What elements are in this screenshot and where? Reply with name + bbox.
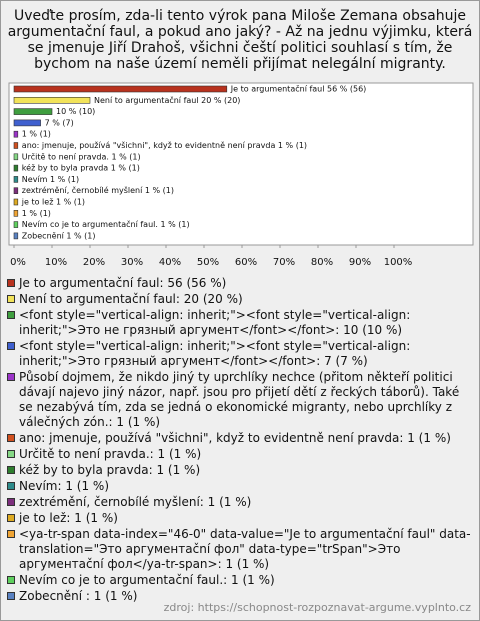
bar-label: 1 % (1) xyxy=(22,130,51,139)
legend-label: ano: jmenuje, používá "všichni", když to… xyxy=(19,431,451,445)
legend-item: Nevím co je to argumentační faul.: 1 (1 … xyxy=(7,573,471,588)
x-tick-label: 20% xyxy=(83,257,105,268)
bar xyxy=(13,130,19,138)
x-tick-label: 50% xyxy=(197,257,219,268)
x-tick-label: 40% xyxy=(159,257,181,268)
legend-item: <font style="vertical-align: inherit;"><… xyxy=(7,308,471,338)
bar-label: 1 % (1) xyxy=(22,209,51,218)
legend-swatch xyxy=(7,576,15,584)
x-tick-label: 100% xyxy=(384,257,413,268)
legend-item: <font style="vertical-align: inherit;"><… xyxy=(7,339,471,369)
bar-label: kéž by to byla pravda 1 % (1) xyxy=(22,163,140,173)
legend-label: Nevím: 1 (1 %) xyxy=(19,479,110,493)
legend-label: Určitě to není pravda.: 1 (1 %) xyxy=(19,447,202,461)
legend-item: Je to argumentační faul: 56 (56 %) xyxy=(7,276,471,291)
legend-label: <ya-tr-span data-index="46-0" data-value… xyxy=(19,527,471,571)
bar xyxy=(13,96,91,104)
bar-label: je to lež 1 % (1) xyxy=(21,198,85,207)
bar-label: Je to argumentační faul 56 % (56) xyxy=(230,84,366,94)
legend-label: Není to argumentační faul: 20 (20 %) xyxy=(19,292,243,306)
plot-area xyxy=(8,82,474,246)
bar-label: Určitě to není pravda. 1 % (1) xyxy=(22,151,141,161)
legend-swatch xyxy=(7,311,15,319)
x-tick-label: 70% xyxy=(273,257,295,268)
x-tick-label: 60% xyxy=(235,257,257,268)
legend-item: Nevím: 1 (1 %) xyxy=(7,479,471,494)
bar-label: 10 % (10) xyxy=(56,107,95,116)
legend-item: zextrémění, černobílé myšlení: 1 (1 %) xyxy=(7,495,471,510)
legend-swatch xyxy=(7,434,15,442)
bar xyxy=(13,164,19,172)
legend-item: Zobecnění : 1 (1 %) xyxy=(7,589,471,604)
legend-label: Působí dojmem, že nikdo jiný ty uprchlík… xyxy=(19,370,460,429)
bar-label: Nevím 1 % (1) xyxy=(22,175,79,184)
bar-label: Není to argumentační faul 20 % (20) xyxy=(94,95,240,105)
legend-label: Zobecnění : 1 (1 %) xyxy=(19,589,138,603)
legend-swatch xyxy=(7,295,15,303)
legend-swatch xyxy=(7,373,15,381)
legend-item: Není to argumentační faul: 20 (20 %) xyxy=(7,292,471,307)
legend-item: kéž by to byla pravda: 1 (1 %) xyxy=(7,463,471,478)
legend-item: je to lež: 1 (1 %) xyxy=(7,511,471,526)
bar xyxy=(13,85,228,93)
bar xyxy=(13,198,19,206)
x-tick-label: 0% xyxy=(10,257,26,268)
legend-swatch xyxy=(7,592,15,600)
legend-label: Je to argumentační faul: 56 (56 %) xyxy=(19,276,227,290)
bar-label: ano: jmenuje, používá "všichni", když to… xyxy=(22,140,307,150)
bar xyxy=(13,221,19,228)
legend-label: Nevím co je to argumentační faul.: 1 (1 … xyxy=(19,573,275,587)
legend-label: je to lež: 1 (1 %) xyxy=(19,511,118,525)
legend-swatch xyxy=(7,482,15,490)
bar xyxy=(13,119,41,127)
legend-swatch xyxy=(7,530,15,538)
x-tick-label: 30% xyxy=(121,257,143,268)
bar xyxy=(13,153,19,161)
source: zdroj: https://schopnost-rozpoznavat-arg… xyxy=(163,601,471,614)
bar-label: zextrémění, černobílé myšlení 1 % (1) xyxy=(22,185,174,195)
legend: Je to argumentační faul: 56 (56 %) Není t… xyxy=(7,276,471,605)
legend-swatch xyxy=(7,342,15,350)
legend-label: <font style="vertical-align: inherit;"><… xyxy=(19,339,411,368)
legend-label: <font style="vertical-align: inherit;"><… xyxy=(19,308,411,337)
legend-swatch xyxy=(7,279,15,287)
legend-label: kéž by to byla pravda: 1 (1 %) xyxy=(19,463,201,477)
x-tick-label: 90% xyxy=(349,257,371,268)
bar xyxy=(13,176,19,183)
bar-label: Zobecnění 1 % (1) xyxy=(22,231,96,240)
legend-swatch xyxy=(7,514,15,522)
legend-item: ano: jmenuje, používá "všichni", když to… xyxy=(7,431,471,446)
legend-item: Určitě to není pravda.: 1 (1 %) xyxy=(7,447,471,462)
legend-swatch xyxy=(7,466,15,474)
legend-swatch xyxy=(7,498,15,506)
bar xyxy=(13,108,53,115)
bar-label: 7 % (7) xyxy=(45,118,74,127)
chart: 0% 10% 20% 30% 40% 50% 60% 70% 80% 90% 100% Je to a… xyxy=(8,82,474,268)
legend-item: Působí dojmem, že nikdo jiný ty uprchlík… xyxy=(7,370,471,430)
bar xyxy=(13,210,19,217)
legend-label: zextrémění, černobílé myšlení: 1 (1 %) xyxy=(19,495,252,509)
bar xyxy=(13,142,19,149)
x-tick-label: 80% xyxy=(311,257,333,268)
bar-label: Nevím co je to argumentační faul. 1 % (1… xyxy=(22,219,190,229)
bar xyxy=(13,187,19,194)
legend-item: <ya-tr-span data-index="46-0" data-value… xyxy=(7,527,471,572)
chart-title: Uveďte prosím, zda-li tento výrok pana M… xyxy=(7,8,473,72)
bar xyxy=(13,232,19,240)
legend-swatch xyxy=(7,450,15,458)
x-tick-label: 10% xyxy=(45,257,67,268)
